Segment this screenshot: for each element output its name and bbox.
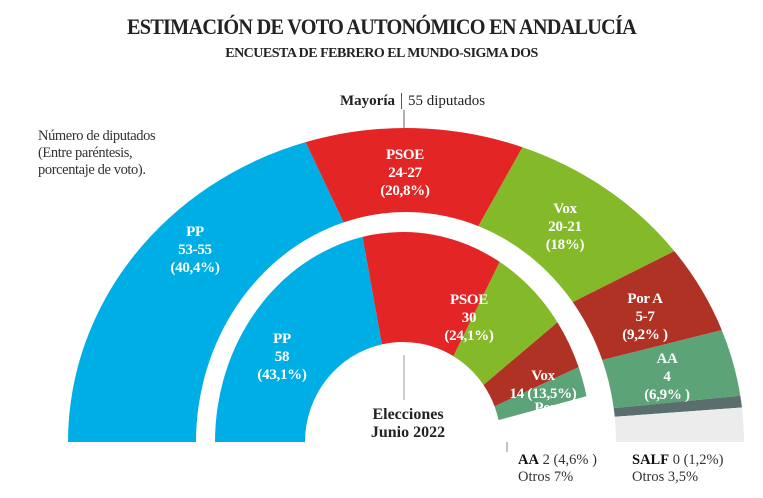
inner-slice-pp	[215, 236, 382, 442]
outer-slice-vox	[478, 147, 675, 303]
outer-slice-otros	[614, 407, 744, 442]
majority-value: 55 diputados	[407, 93, 486, 109]
label-outer-psoe: PSOE 24-27 (20,8%)	[380, 147, 430, 199]
outer-slice-psoe	[305, 128, 523, 227]
note-line: (Entre paréntesis,	[38, 145, 133, 161]
inner-footnote: AA 2 (4,6% ) Otros 7%	[518, 452, 597, 485]
outer-slice-salf	[613, 395, 742, 417]
majority-label: Mayoría 55 diputados	[340, 93, 485, 110]
label-outer-aa: AA 4 (6,9% )	[644, 351, 690, 403]
label-outer-vox: Vox 20-21 (18%)	[545, 201, 585, 253]
outer-ring-survey	[68, 128, 744, 442]
inner-slice-vox	[453, 261, 558, 386]
label-outer-pp: PP 53-55 (40,4%)	[170, 224, 220, 276]
inner-caption: Elecciones Junio 2022	[370, 406, 446, 441]
label-inner-vox: Vox 14 (13,5%)	[509, 368, 577, 402]
outer-slice-pp	[68, 142, 344, 442]
chart-subtitle: ENCUESTA DE FEBRERO EL MUNDO-SIGMA DOS	[225, 46, 538, 61]
chart-title: ESTIMACIÓN DE VOTO AUTONÓMICO EN ANDALUC…	[126, 14, 637, 39]
inner-slice-otros	[498, 396, 591, 442]
legend-note: Número de diputados (Entre paréntesis, p…	[38, 128, 156, 179]
inner-slice-pora	[483, 322, 579, 407]
majority-title: Mayoría	[340, 93, 402, 109]
note-line: porcentaje de voto).	[38, 162, 146, 178]
label-inner-psoe: PSOE 30 (24,1%)	[444, 292, 494, 344]
label-outer-pora: Por A 5-7 (9,2% )	[622, 291, 668, 343]
inner-slice-psoe	[362, 232, 500, 357]
outer-footnote: SALF 0 (1,2%) Otros 3,5%	[632, 452, 724, 485]
outer-slice-aa	[602, 330, 741, 409]
note-line: Número de diputados	[38, 128, 156, 144]
inner-ring-2022	[215, 232, 591, 442]
label-inner-pp: PP 58 (43,1%)	[257, 331, 307, 383]
inner-slice-aa	[494, 367, 587, 421]
outer-slice-pora	[572, 251, 722, 361]
